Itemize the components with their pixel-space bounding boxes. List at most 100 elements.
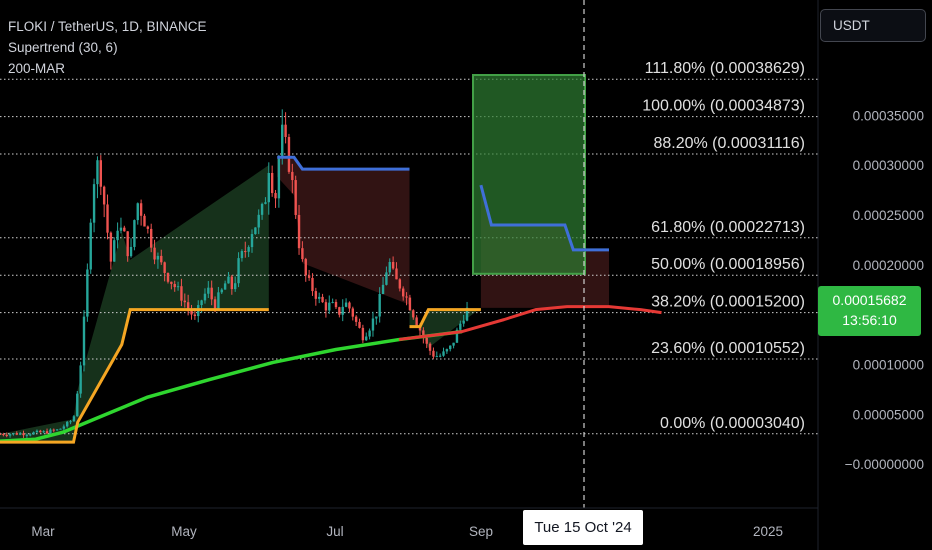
candle-body [331,301,334,303]
candle-body [55,429,59,431]
current-price-tag: 0.00015682 13:56:10 [818,286,921,336]
candle-body [455,329,459,343]
candle-body [173,283,176,288]
candle-body [442,351,445,356]
candle-body [79,365,82,394]
candle-body [22,433,25,436]
candle-body [163,262,166,273]
candle-body [307,275,311,278]
candle-body [398,279,402,289]
candle-body [139,203,143,216]
candle-body [25,434,29,436]
candle-body [156,255,160,260]
candle-body [318,296,321,299]
candle-body [425,337,428,344]
candle-body [119,227,123,231]
candle-body [324,302,328,311]
currency-button[interactable]: USDT [820,9,926,42]
candle-body [217,292,220,309]
candle-body [72,416,76,422]
ma-line [0,329,463,443]
symbol-title[interactable]: FLOKI / TetherUS, 1D, BINANCE [8,19,207,34]
y-tick-label: 0.00025000 [853,208,924,223]
supertrend-line [277,155,410,171]
candle-body [18,433,22,435]
candle-body [422,330,425,338]
supertrend-line [409,308,481,329]
candle-body [0,434,2,436]
candle-body [351,308,354,317]
candle-body [459,323,462,330]
candle-body [166,272,170,282]
current-price-value: 0.00015682 [832,292,907,308]
fib-level-label: 23.60% (0.00010552) [651,340,805,357]
candle-body [133,220,136,247]
candle-body [143,215,146,227]
y-tick-label: 0.00030000 [853,158,924,173]
candle-body [281,124,284,159]
candle-body [207,287,210,294]
candle-body [301,248,304,260]
candle-body [52,429,55,431]
y-tick-label: −0.00000000 [845,457,924,472]
x-tick-label: Sep [469,524,493,539]
candle-body [260,203,264,215]
candle-body [395,268,398,280]
candle-body [180,286,183,301]
candle-body [361,327,365,341]
candle-body [69,421,72,423]
fib-level-label: 100.00% (0.00034873) [642,98,805,115]
candle-body [59,428,62,430]
candle-body [314,291,318,299]
candle-body [354,316,358,322]
candle-body [62,426,66,429]
supertrend-fill [277,157,410,305]
candle-body [438,355,442,357]
candle-body [432,350,435,357]
candle-body [254,227,257,235]
supertrend-indicator-label[interactable]: Supertrend (30, 6) [8,40,118,55]
candle-body [39,430,42,433]
chart-legend: FLOKI / TetherUS, 1D, BINANCE Supertrend… [8,16,207,79]
candle-body [146,226,150,229]
candle-body [348,302,351,309]
candle-body [136,203,139,221]
candle-body [264,202,267,204]
y-tick-label: 0.00010000 [853,357,924,372]
candle-body [405,296,408,298]
candle-body [408,297,412,311]
candle-body [435,356,438,358]
supertrend-line [0,308,269,444]
candle-body [388,261,391,273]
long-position-box [472,74,586,275]
candle-body [237,258,240,284]
fib-level-label: 88.20% (0.00031116) [653,135,805,152]
candle-body [92,184,96,223]
candle-body [113,240,116,262]
x-tick-label: Jul [326,524,343,539]
candle-body [368,330,371,337]
ma-indicator-label[interactable]: 200-MAR [8,61,66,76]
candle-body [428,343,432,351]
candle-body [109,232,113,262]
candle-body [415,317,418,326]
ma-line-tail [398,305,662,342]
y-tick-label: 0.00020000 [853,258,924,273]
candle-body [291,171,294,181]
candle-body [186,302,190,309]
candle-body [150,228,153,248]
candle-body [5,434,8,436]
crosshair-date-label: Tue 15 Oct '24 [523,510,643,545]
candle-body [203,293,207,301]
candle-body [250,234,254,248]
candle-body [89,222,92,270]
candle-body [402,288,405,297]
fib-level-label: 111.80% (0.00038629) [645,60,805,77]
candle-body [32,432,35,435]
candle-body [45,431,49,434]
x-tick-label: 2025 [753,524,783,539]
candle-body [378,293,381,317]
candle-body [385,272,388,285]
candle-body [358,321,361,328]
